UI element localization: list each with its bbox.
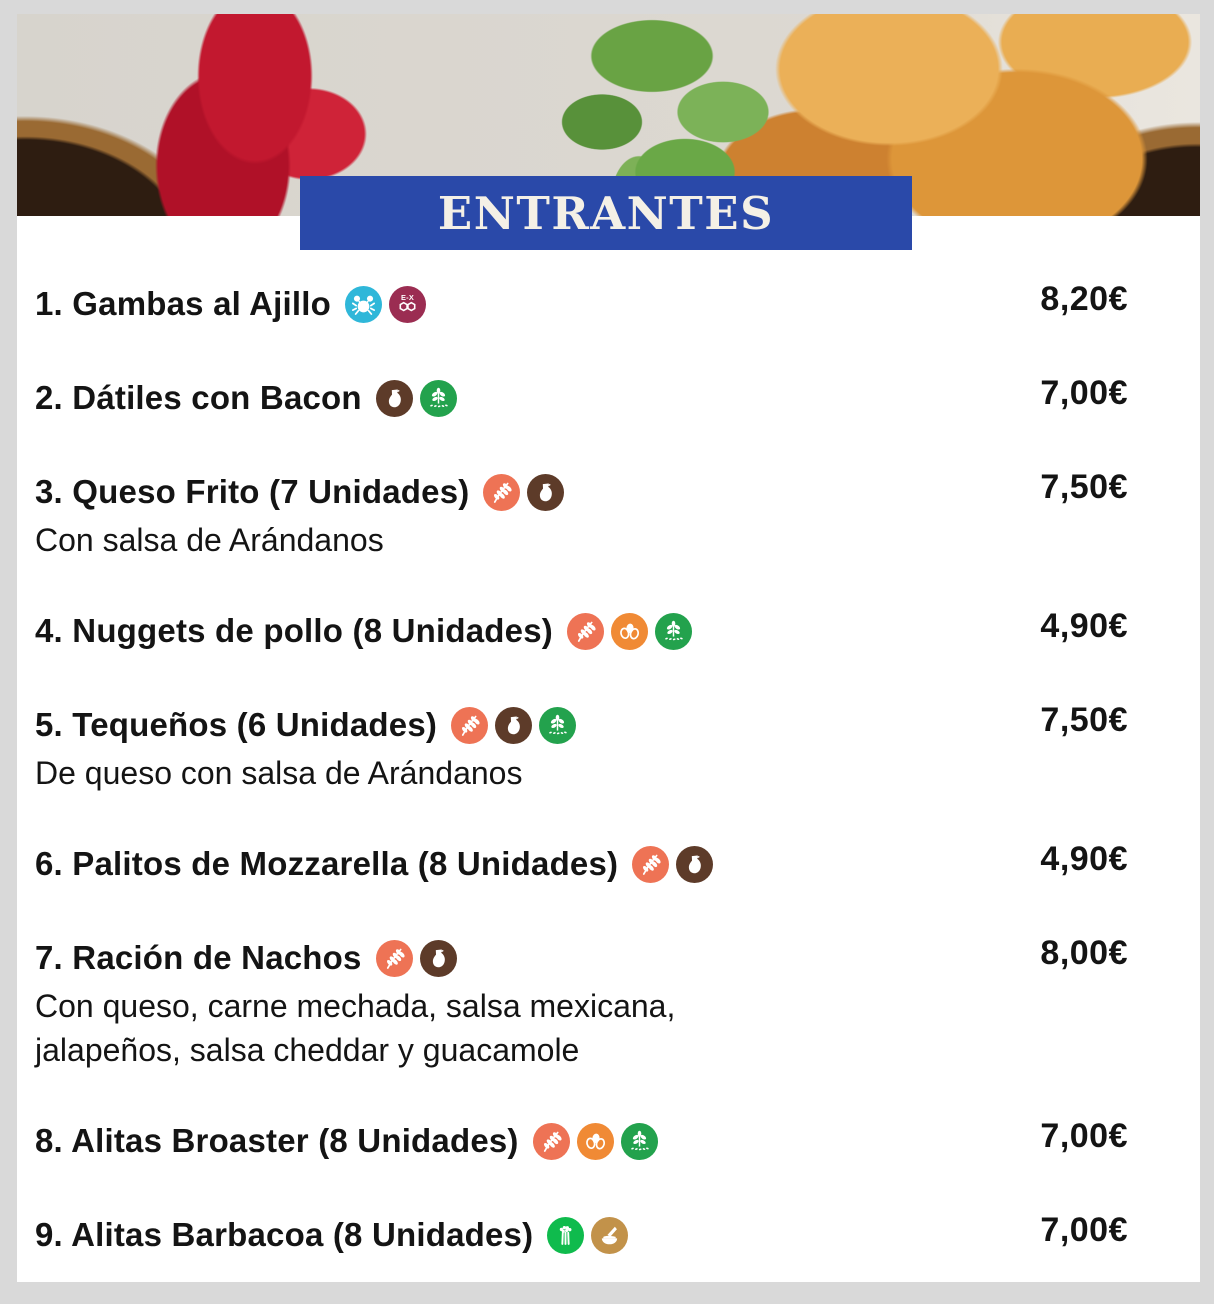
item-description-line: Con queso, carne mechada, salsa mexicana…: [35, 988, 676, 1024]
menu-item-title-line: 3. Queso Frito (7 Unidades): [35, 471, 565, 513]
wheat-icon: [375, 939, 413, 977]
item-title: 1. Gambas al Ajillo: [35, 285, 332, 322]
milk-jug-icon: [527, 473, 565, 511]
item-price: 7,00€: [1040, 1117, 1128, 1155]
wheat-icon: [632, 845, 670, 883]
sesame-leaf-icon: [419, 379, 457, 417]
allergen-icons: [451, 706, 577, 744]
menu-item-row: 5. Tequeños (6 Unidades): [35, 701, 1128, 795]
mortar-pestle-icon: [591, 1216, 629, 1254]
menu-item-row: 9. Alitas Barbacoa (8 Unidades) 7,00€: [35, 1211, 1128, 1256]
eggs-icon: [576, 1122, 614, 1160]
allergen-icons: [375, 379, 457, 417]
menu-item-main: 5. Tequeños (6 Unidades): [35, 704, 577, 795]
menu-item-row: 4. Nuggets de pollo (8 Unidades): [35, 607, 1128, 652]
menu-item-title-line: 5. Tequeños (6 Unidades): [35, 704, 577, 746]
menu-item-row: 8. Alitas Broaster (8 Unidades): [35, 1117, 1128, 1162]
item-title: 4. Nuggets de pollo (8 Unidades): [35, 612, 553, 649]
item-title: 7. Ración de Nachos: [35, 939, 362, 976]
allergen-icons: [532, 1122, 658, 1160]
item-title: 6. Palitos de Mozzarella (8 Unidades): [35, 845, 619, 882]
item-price: 7,00€: [1040, 374, 1128, 412]
crab-icon: [345, 285, 383, 323]
item-description: De queso con salsa de Arándanos: [35, 751, 576, 795]
wheat-icon: [483, 473, 521, 511]
allergen-icons: [632, 845, 714, 883]
menu-item-row: 3. Queso Frito (7 Unidades) Con salsa de…: [35, 468, 1128, 562]
wheat-icon: [566, 612, 604, 650]
milk-jug-icon: [495, 706, 533, 744]
allergen-icons: [547, 1216, 629, 1254]
milk-jug-icon: [676, 845, 714, 883]
menu-item-main: 3. Queso Frito (7 Unidades) Con salsa de…: [35, 471, 565, 562]
milk-jug-icon: [419, 939, 457, 977]
menu-item-title-line: 1. Gambas al Ajillo E-X: [35, 283, 427, 325]
sulphites-icon: E-X: [389, 285, 427, 323]
menu-item-main: 7. Ración de Nachos Con queso, carne mec…: [35, 937, 675, 1072]
menu-item-title-line: 9. Alitas Barbacoa (8 Unidades): [35, 1214, 629, 1256]
item-price: 4,90€: [1040, 607, 1128, 645]
menu-item-title-line: 7. Ración de Nachos: [35, 937, 675, 979]
svg-text:E-X: E-X: [401, 293, 414, 302]
menu-item-main: 4. Nuggets de pollo (8 Unidades): [35, 610, 692, 652]
sesame-leaf-icon: [620, 1122, 658, 1160]
menu-list: 1. Gambas al Ajillo E-X 8,20€ 2. Dátiles…: [17, 216, 1200, 1256]
wheat-icon: [532, 1122, 570, 1160]
item-price: 8,00€: [1040, 934, 1128, 972]
item-price: 7,50€: [1040, 468, 1128, 506]
item-price: 8,20€: [1040, 280, 1128, 318]
item-title: 2. Dátiles con Bacon: [35, 379, 362, 416]
menu-item-title-line: 4. Nuggets de pollo (8 Unidades): [35, 610, 692, 652]
eggs-icon: [610, 612, 648, 650]
menu-card: ENTRANTES 1. Gambas al Ajillo E-X 8,20€: [17, 14, 1200, 1282]
menu-item-title-line: 6. Palitos de Mozzarella (8 Unidades): [35, 843, 714, 885]
item-title: 5. Tequeños (6 Unidades): [35, 706, 438, 743]
allergen-icons: [375, 939, 457, 977]
menu-item-main: 8. Alitas Broaster (8 Unidades): [35, 1120, 658, 1162]
wheat-icon: [451, 706, 489, 744]
menu-item-main: 9. Alitas Barbacoa (8 Unidades): [35, 1214, 629, 1256]
menu-item-title-line: 2. Dátiles con Bacon: [35, 377, 457, 419]
section-title: ENTRANTES: [437, 186, 775, 240]
celery-icon: [547, 1216, 585, 1254]
item-title: 3. Queso Frito (7 Unidades): [35, 473, 470, 510]
menu-item-row: 2. Dátiles con Bacon 7,00€: [35, 374, 1128, 419]
sesame-leaf-icon: [539, 706, 577, 744]
menu-item-row: 6. Palitos de Mozzarella (8 Unidades) 4,…: [35, 840, 1128, 885]
menu-item-main: 1. Gambas al Ajillo E-X: [35, 283, 427, 325]
allergen-icons: [483, 473, 565, 511]
menu-item-main: 2. Dátiles con Bacon: [35, 377, 457, 419]
menu-item-row: 7. Ración de Nachos Con queso, carne mec…: [35, 934, 1128, 1072]
menu-item-main: 6. Palitos de Mozzarella (8 Unidades): [35, 843, 714, 885]
item-title: 8. Alitas Broaster (8 Unidades): [35, 1122, 519, 1159]
item-description: Con salsa de Arándanos: [35, 518, 564, 562]
item-description-line: De queso con salsa de Arándanos: [35, 755, 523, 791]
allergen-icons: [566, 612, 692, 650]
menu-item-row: 1. Gambas al Ajillo E-X 8,20€: [35, 280, 1128, 325]
sesame-leaf-icon: [654, 612, 692, 650]
item-description-line: Con salsa de Arándanos: [35, 522, 384, 558]
item-title: 9. Alitas Barbacoa (8 Unidades): [35, 1216, 534, 1253]
item-price: 7,00€: [1040, 1211, 1128, 1249]
milk-jug-icon: [375, 379, 413, 417]
item-description-line: jalapeños, salsa cheddar y guacamole: [35, 1032, 580, 1068]
menu-item-title-line: 8. Alitas Broaster (8 Unidades): [35, 1120, 658, 1162]
allergen-icons: E-X: [345, 285, 427, 323]
item-description: Con queso, carne mechada, salsa mexicana…: [35, 984, 675, 1072]
item-price: 7,50€: [1040, 701, 1128, 739]
section-banner: ENTRANTES: [300, 176, 912, 250]
item-price: 4,90€: [1040, 840, 1128, 878]
